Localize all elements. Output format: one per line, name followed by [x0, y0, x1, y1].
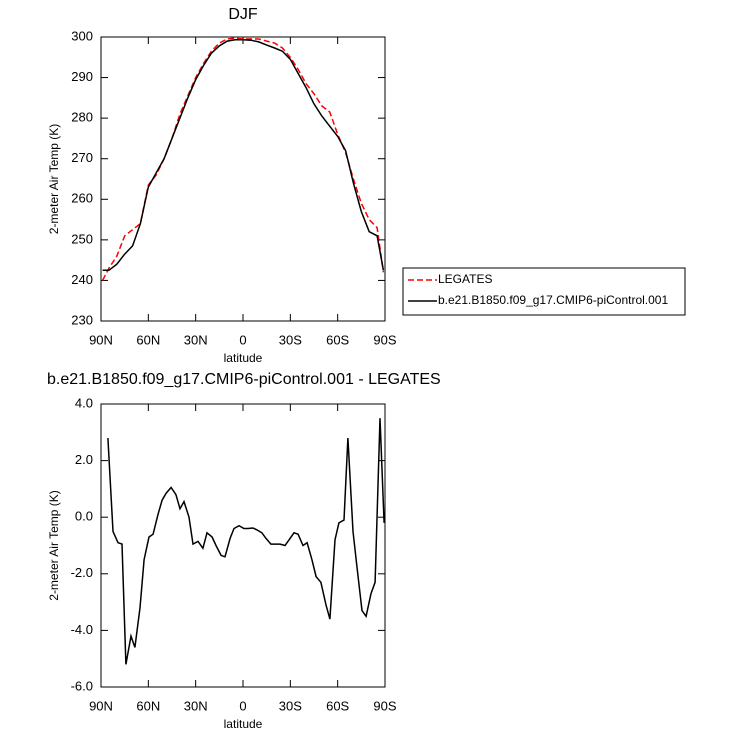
x-tick-label: 0 — [239, 698, 246, 713]
x-tick-label: 60N — [136, 698, 160, 713]
x-tick-label: 60S — [326, 332, 349, 347]
legend-label: LEGATES — [438, 272, 492, 286]
y-tick-label: 2.0 — [75, 452, 93, 467]
x-tick-label: 30S — [279, 332, 302, 347]
x-tick-label: 90S — [373, 332, 396, 347]
y-tick-label: -2.0 — [71, 565, 93, 580]
x-tick-label: 60S — [326, 698, 349, 713]
legend-label: b.e21.B1850.f09_g17.CMIP6-piControl.001 — [438, 293, 668, 307]
y-tick-label: 270 — [71, 150, 93, 165]
y-tick-label: 250 — [71, 231, 93, 246]
y-tick-label: -4.0 — [71, 622, 93, 637]
x-tick-label: 90S — [373, 698, 396, 713]
x-tick-label: 90N — [89, 698, 113, 713]
y-tick-label: 240 — [71, 272, 93, 287]
x-tick-label: 30N — [184, 698, 208, 713]
y-tick-label: 290 — [71, 69, 93, 84]
x-tick-label: 60N — [136, 332, 160, 347]
data-line — [107, 418, 385, 665]
data-line — [101, 37, 385, 281]
chart-title: DJF — [228, 6, 258, 23]
x-axis-label: latitude — [224, 717, 263, 731]
y-tick-label: 230 — [71, 312, 93, 327]
data-line — [102, 39, 385, 272]
legend-box — [402, 267, 686, 316]
y-tick-label: -6.0 — [71, 678, 93, 693]
y-tick-label: 0.0 — [75, 509, 93, 524]
x-axis-label: latitude — [224, 351, 263, 365]
x-tick-label: 0 — [239, 332, 246, 347]
x-tick-label: 30N — [184, 332, 208, 347]
x-tick-label: 30S — [279, 698, 302, 713]
y-axis-label: 2-meter Air Temp (K) — [47, 124, 61, 234]
y-tick-label: 260 — [71, 191, 93, 206]
y-tick-label: 300 — [71, 28, 93, 43]
y-tick-label: 4.0 — [75, 395, 93, 410]
plot-frame — [100, 403, 386, 688]
plot-frame — [100, 36, 386, 322]
y-axis-label: 2-meter Air Temp (K) — [47, 490, 61, 600]
chart-title: b.e21.B1850.f09_g17.CMIP6-piControl.001 … — [47, 371, 441, 388]
y-tick-label: 280 — [71, 110, 93, 125]
x-tick-label: 90N — [89, 332, 113, 347]
